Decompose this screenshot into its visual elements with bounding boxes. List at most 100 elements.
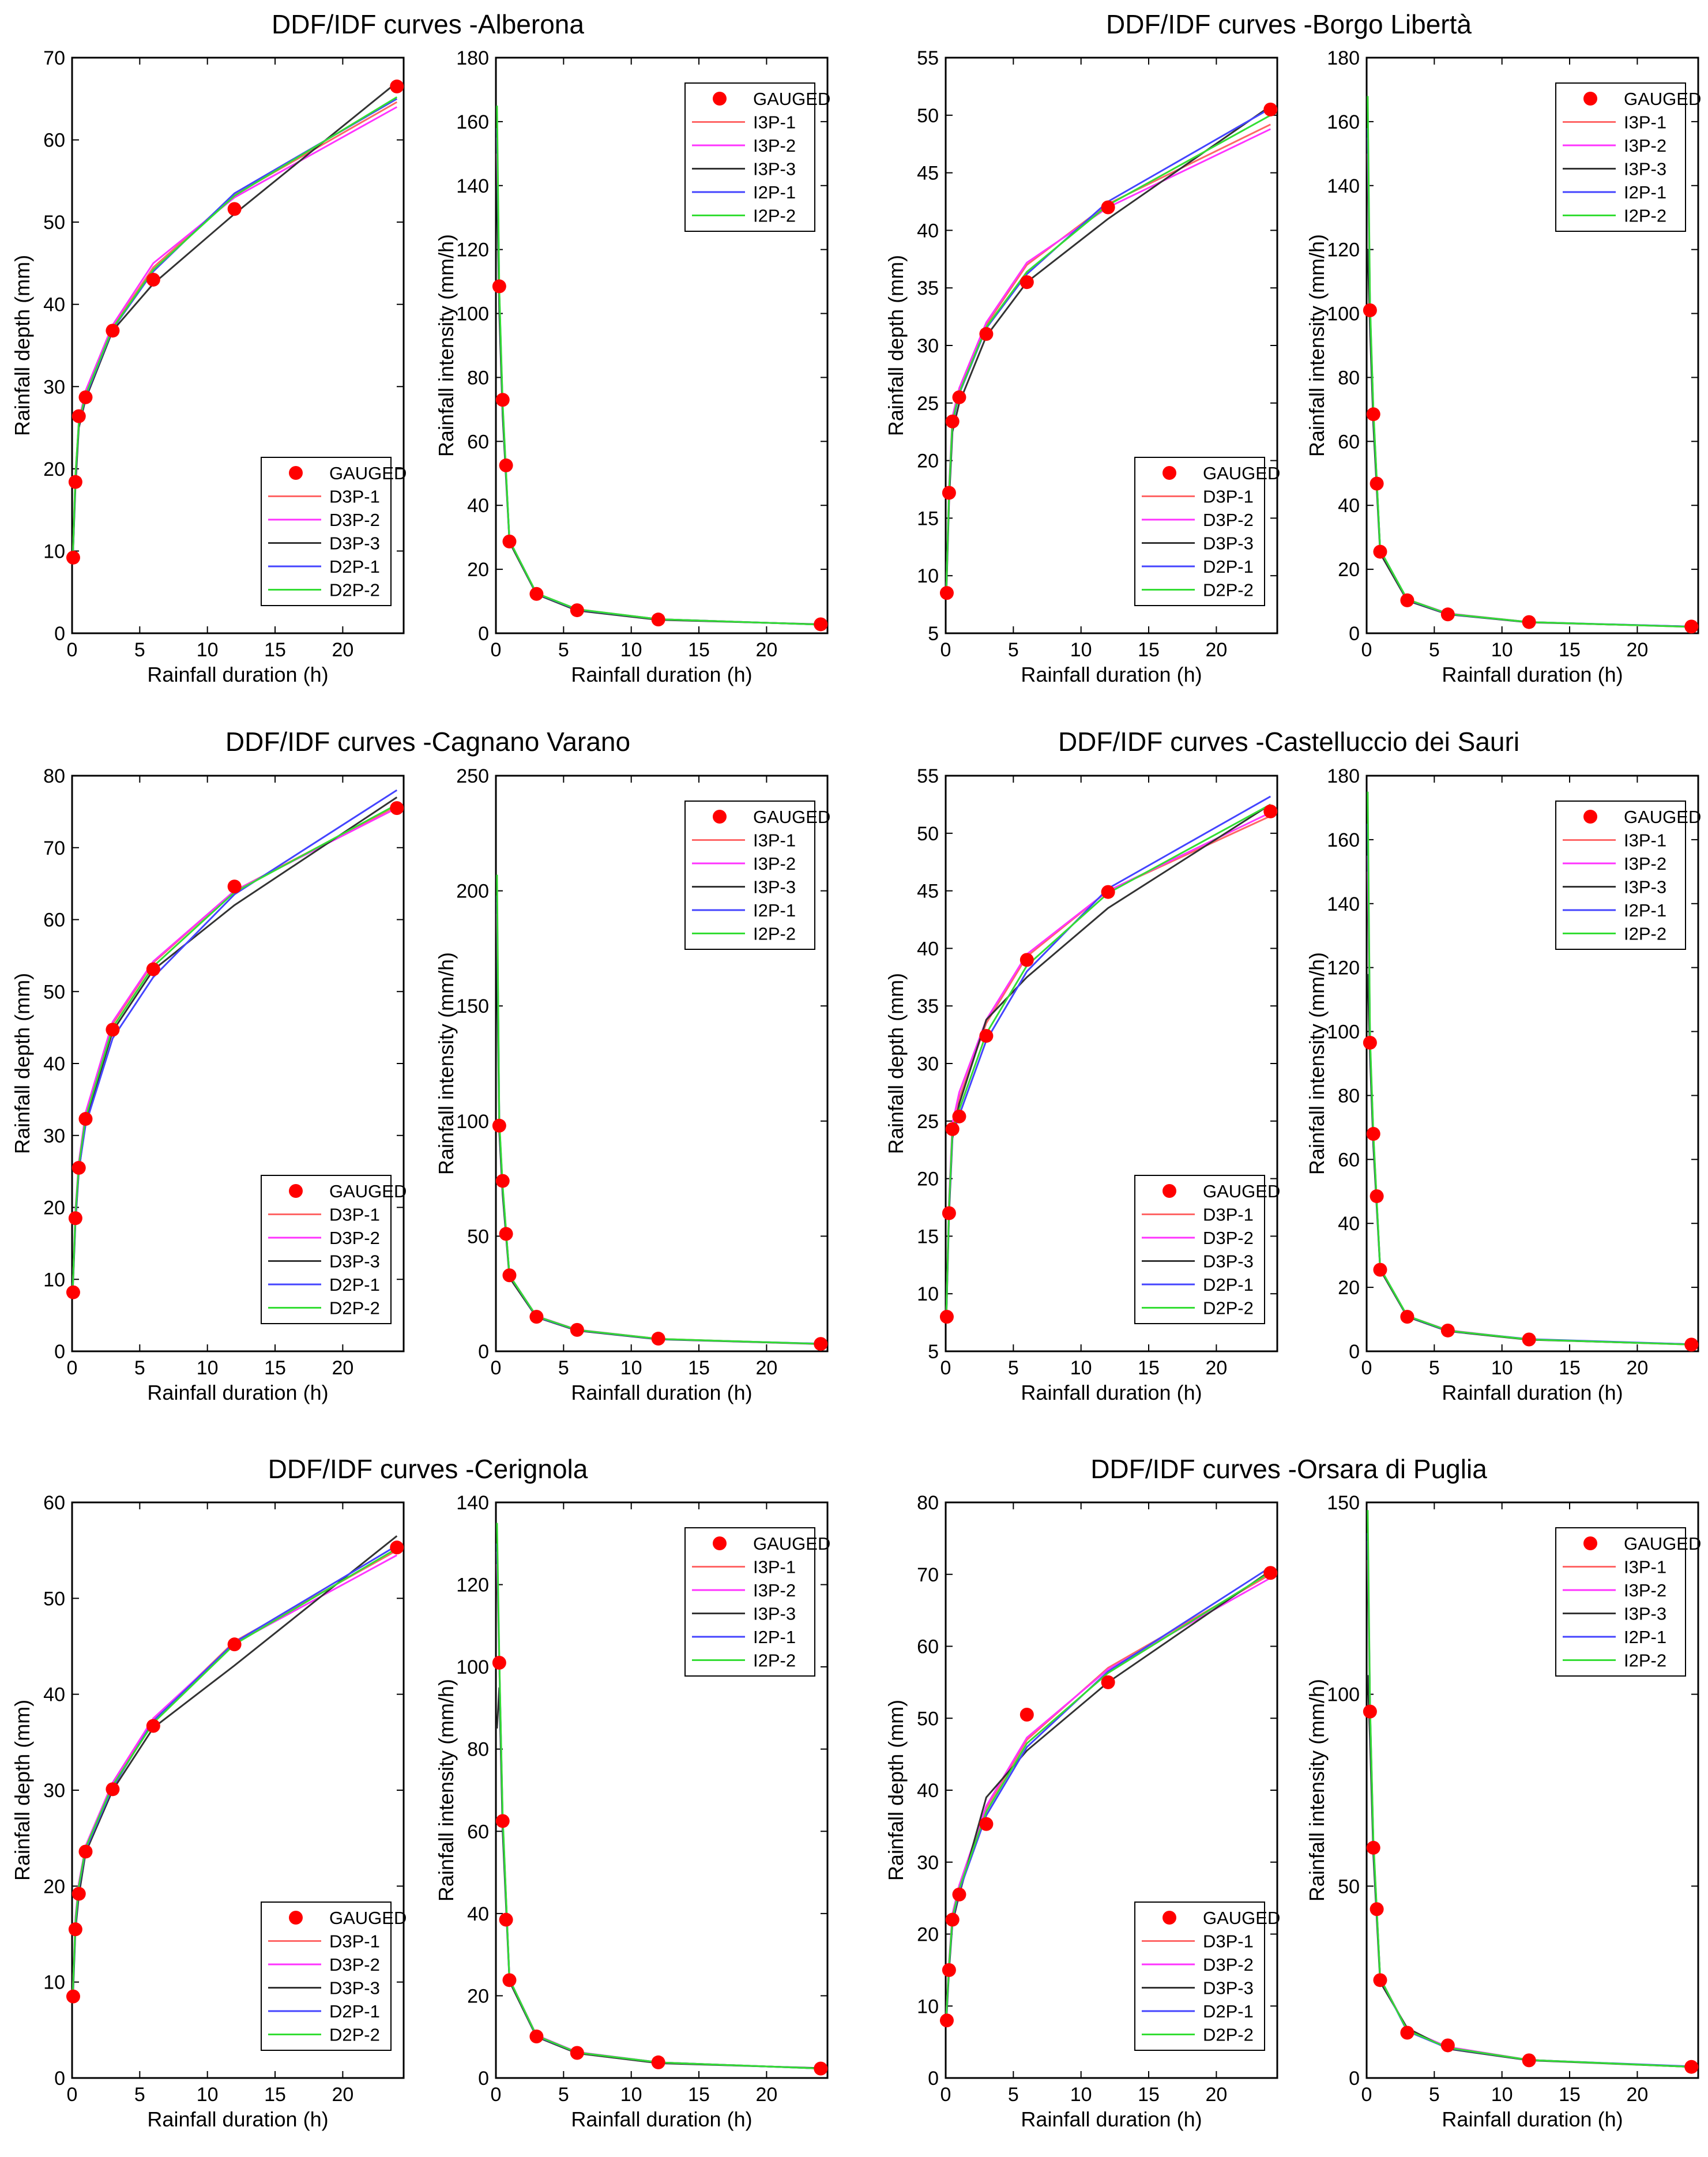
x-tick-label: 15: [264, 639, 286, 661]
gauged-point: [492, 279, 506, 294]
gauged-point: [1370, 1902, 1384, 1917]
y-tick-label: 35: [917, 995, 939, 1017]
station-title: DDF/IDF curves -Borgo Libertà: [1106, 9, 1472, 39]
gauged-point: [651, 612, 665, 627]
y-tick-label: 120: [1327, 957, 1360, 979]
gauged-point: [1370, 476, 1384, 491]
gauged-point: [529, 2030, 544, 2044]
legend-label: I3P-2: [753, 1580, 796, 1600]
station-title: DDF/IDF curves -Cagnano Varano: [225, 727, 630, 757]
gauged-point: [502, 534, 517, 548]
x-tick-label: 10: [1491, 639, 1513, 661]
y-tick-label: 160: [456, 111, 489, 133]
y-tick-label: 20: [467, 1985, 489, 2007]
gauged-point: [1101, 200, 1115, 215]
gauged-point: [1373, 1262, 1387, 1277]
x-tick-label: 5: [1008, 2084, 1019, 2106]
y-tick-label: 0: [54, 2068, 65, 2090]
gauged-point: [1522, 615, 1536, 629]
gauged-point: [68, 1211, 82, 1226]
legend-label: I3P-1: [753, 831, 796, 851]
legend-label: I2P-1: [753, 900, 796, 920]
gauged-point: [390, 1540, 404, 1555]
x-tick-label: 0: [67, 1357, 78, 1379]
x-tick-label: 20: [332, 2084, 353, 2106]
y-tick-label: 80: [917, 1492, 939, 1514]
legend-label: I2P-2: [1624, 924, 1666, 944]
gauged-point: [146, 1719, 160, 1733]
x-tick-label: 5: [1008, 1357, 1019, 1379]
y-tick-label: 35: [917, 277, 939, 299]
y-tick-label: 40: [43, 294, 65, 316]
y-tick-label: 0: [1349, 2068, 1360, 2090]
y-tick-label: 30: [917, 335, 939, 357]
gauged-point: [570, 1322, 584, 1337]
gauged-point: [1684, 2060, 1699, 2074]
legend: GAUGED I3P-1 I3P-2 I3P-3 I2P-1 I2P-2: [684, 1527, 830, 1677]
legend-box: [261, 1175, 392, 1324]
y-tick-label: 80: [1338, 1085, 1360, 1107]
legend-label: I3P-1: [1624, 1557, 1666, 1577]
legend-label: D2P-1: [329, 2001, 380, 2021]
gauged-point: [952, 1887, 966, 1902]
y-tick-label: 50: [917, 1708, 939, 1730]
legend-label: GAUGED: [753, 89, 830, 109]
y-tick-label: 40: [43, 1053, 65, 1075]
legend-label: D2P-1: [1203, 557, 1254, 577]
gauged-point: [1522, 2053, 1536, 2068]
legend-label: I3P-1: [753, 1557, 796, 1577]
x-tick-label: 20: [1205, 1357, 1227, 1379]
legend-box: [1134, 1175, 1265, 1324]
series-i2p-2: [1367, 791, 1692, 1346]
x-tick-label: 20: [1626, 639, 1648, 661]
x-tick-label: 20: [1205, 639, 1227, 661]
legend-swatch-gauged: [1163, 1184, 1176, 1198]
legend: GAUGED D3P-1 D3P-2 D3P-3 D2P-1 D2P-2: [261, 1175, 407, 1324]
y-tick-label: 40: [917, 220, 939, 242]
legend: GAUGED I3P-1 I3P-2 I3P-3 I2P-1 I2P-2: [684, 801, 830, 950]
y-tick-label: 180: [456, 47, 489, 69]
y-tick-label: 10: [917, 565, 939, 587]
x-tick-label: 15: [688, 639, 710, 661]
y-tick-label: 70: [43, 47, 65, 69]
y-tick-label: 100: [456, 1111, 489, 1133]
x-tick-label: 0: [940, 639, 951, 661]
y-tick-label: 50: [43, 212, 65, 234]
legend: GAUGED D3P-1 D3P-2 D3P-3 D2P-1 D2P-2: [1134, 457, 1280, 606]
y-tick-label: 160: [1327, 829, 1360, 851]
x-tick-label: 10: [1070, 639, 1092, 661]
legend-label: D2P-1: [329, 1275, 380, 1295]
y-tick-label: 100: [456, 303, 489, 325]
gauged-point: [570, 603, 584, 618]
legend-label: I3P-3: [753, 159, 796, 179]
gauged-point: [492, 1656, 506, 1670]
x-tick-label: 5: [134, 2084, 145, 2106]
legend-swatch-gauged: [1583, 1536, 1597, 1550]
y-tick-label: 120: [456, 239, 489, 261]
x-tick-label: 20: [332, 1357, 353, 1379]
legend-label: I3P-2: [753, 854, 796, 874]
x-axis-label: Rainfall duration (h): [1442, 1381, 1623, 1404]
y-tick-label: 40: [1338, 495, 1360, 517]
y-tick-label: 50: [917, 823, 939, 845]
gauged-point: [814, 617, 828, 632]
legend-label: D3P-2: [1203, 1228, 1254, 1248]
legend: GAUGED I3P-1 I3P-2 I3P-3 I2P-1 I2P-2: [1555, 1527, 1701, 1677]
y-tick-label: 60: [43, 130, 65, 152]
series-d2p-2: [72, 803, 398, 1287]
x-tick-label: 15: [688, 2084, 710, 2106]
y-axis-label: Rainfall intensity (mm/h): [434, 1679, 458, 1902]
y-axis-label: Rainfall depth (mm): [884, 973, 908, 1154]
x-tick-label: 5: [134, 1357, 145, 1379]
gauged-point: [945, 1912, 960, 1927]
y-tick-label: 30: [917, 1053, 939, 1075]
station-title: DDF/IDF curves -Orsara di Puglia: [1090, 1454, 1487, 1484]
legend-label: I2P-2: [1624, 1651, 1666, 1671]
gauged-point: [68, 1922, 82, 1937]
y-tick-label: 20: [43, 459, 65, 480]
legend-box: [1134, 1902, 1265, 2051]
y-tick-label: 60: [1338, 1149, 1360, 1171]
